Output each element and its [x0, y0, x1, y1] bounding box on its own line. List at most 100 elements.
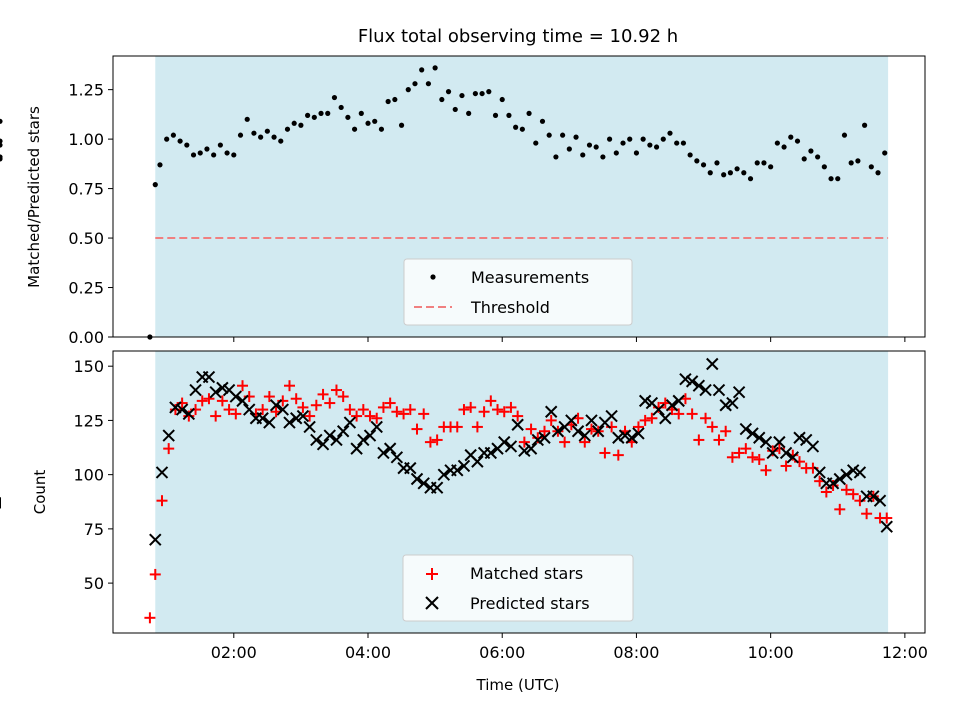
- matched-star-point: [478, 406, 490, 418]
- measurement-point: [781, 144, 787, 150]
- measurement-point: [258, 134, 264, 140]
- matched-star-point: [834, 503, 846, 515]
- measurement-point: [291, 120, 297, 126]
- chart-title: Flux total observing time = 10.92 h: [358, 26, 678, 47]
- measurement-point: [580, 152, 586, 158]
- predicted-star-point: [659, 412, 672, 425]
- measurement-point: [472, 90, 478, 97]
- matched-star-point: [726, 451, 738, 463]
- y-tick-label: 50: [84, 574, 104, 593]
- predicted-star-point: [712, 383, 726, 397]
- matched-star-point: [820, 486, 832, 498]
- matched-star-point: [310, 399, 322, 411]
- y-axis-ticks: 50 75 100 125 150: [73, 357, 113, 593]
- measurement-point: [754, 160, 760, 166]
- matched-star-point: [210, 410, 222, 422]
- predicted-star-point: [303, 420, 316, 434]
- measurement-point: [835, 176, 841, 182]
- matched-star-point: [216, 395, 228, 407]
- predicted-star-point: [296, 409, 310, 423]
- measurement-point: [0, 142, 3, 148]
- measurement-point: [687, 152, 693, 158]
- predicted-star-point: [390, 451, 404, 464]
- measurement-point: [768, 164, 774, 170]
- measurement-point: [486, 89, 492, 95]
- matched-star-point: [733, 447, 745, 459]
- matched-star-point: [156, 495, 168, 507]
- predicted-star-point: [363, 429, 377, 442]
- predicted-star-point: [471, 455, 484, 468]
- measurement-point: [680, 140, 687, 146]
- measurement-point: [674, 140, 680, 146]
- predicted-star-point: [719, 399, 732, 412]
- matched-star-point: [599, 447, 611, 459]
- measurement-point: [553, 154, 559, 160]
- measurement-point: [224, 150, 230, 156]
- measurement-point: [305, 112, 311, 118]
- measurement-point: [573, 134, 579, 140]
- predicted-star-point: [618, 429, 632, 442]
- predicted-star-point: [383, 442, 397, 455]
- measurement-point: [432, 65, 438, 71]
- x-axis-label: Time (UTC): [476, 676, 560, 694]
- measurement-point: [862, 122, 868, 128]
- predicted-star-point: [531, 433, 544, 447]
- measurement-points: [0, 65, 888, 340]
- matched-star-point: [237, 380, 249, 392]
- matched-star-point: [693, 434, 705, 446]
- matched-star-point: [418, 408, 430, 420]
- measurement-point: [694, 158, 700, 164]
- measurement-point: [237, 132, 244, 138]
- matched-star-point: [492, 404, 504, 416]
- predicted-star-point: [484, 446, 498, 460]
- measurement-point: [647, 142, 653, 148]
- matched-star-point: [753, 453, 765, 465]
- axes-frame: [112, 55, 926, 338]
- predicted-star-point: [410, 472, 424, 486]
- matched-star-point: [559, 436, 571, 448]
- predicted-star-point: [511, 418, 524, 431]
- matched-star-point: [847, 488, 859, 500]
- matched-star-point: [713, 434, 725, 446]
- predicted-star-point: [155, 466, 169, 479]
- measurement-point: [358, 110, 364, 116]
- measurement-point: [747, 176, 754, 182]
- measurement-point: [821, 164, 827, 170]
- matched-star-point: [539, 425, 551, 437]
- measurement-point: [466, 110, 472, 116]
- predicted-star-point: [665, 399, 679, 412]
- measurement-point: [700, 162, 707, 168]
- predicted-star-point: [853, 466, 867, 479]
- legend-label-measurements: Measurements: [471, 268, 589, 287]
- x-tick-label: 04:00: [345, 643, 391, 662]
- predicted-star-point: [229, 390, 243, 403]
- predicted-star-point: [430, 481, 444, 494]
- x-tick-label: 12:00: [882, 643, 928, 662]
- predicted-star-point: [518, 444, 531, 457]
- measurement-point: [0, 118, 3, 124]
- measurement-point: [372, 118, 378, 124]
- measurement-point: [613, 150, 619, 156]
- predicted-star-point: [209, 386, 222, 399]
- x-axis-ticks: [233, 337, 906, 342]
- x-tick-label: 10:00: [748, 643, 794, 662]
- predicted-star-point: [873, 494, 887, 507]
- measurement-point: [761, 160, 767, 166]
- measurement-point: [479, 90, 485, 97]
- legend-marker-matched: [426, 568, 438, 580]
- legend-marker-predicted: [425, 596, 439, 610]
- measurement-point: [727, 170, 733, 176]
- measurement-point: [741, 170, 747, 176]
- matched-star-point: [411, 423, 423, 435]
- matched-star-point: [760, 464, 772, 476]
- predicted-star-point: [370, 420, 383, 434]
- measurement-point: [533, 140, 539, 146]
- predicted-star-point: [330, 433, 343, 447]
- predicted-star-point: [632, 427, 645, 440]
- legend-box: [402, 554, 634, 622]
- predicted-star-point: [605, 409, 618, 423]
- predicted-star-point: [565, 414, 578, 427]
- y-tick-label: 0.50: [68, 229, 104, 248]
- y-tick-label: 0.25: [68, 279, 104, 298]
